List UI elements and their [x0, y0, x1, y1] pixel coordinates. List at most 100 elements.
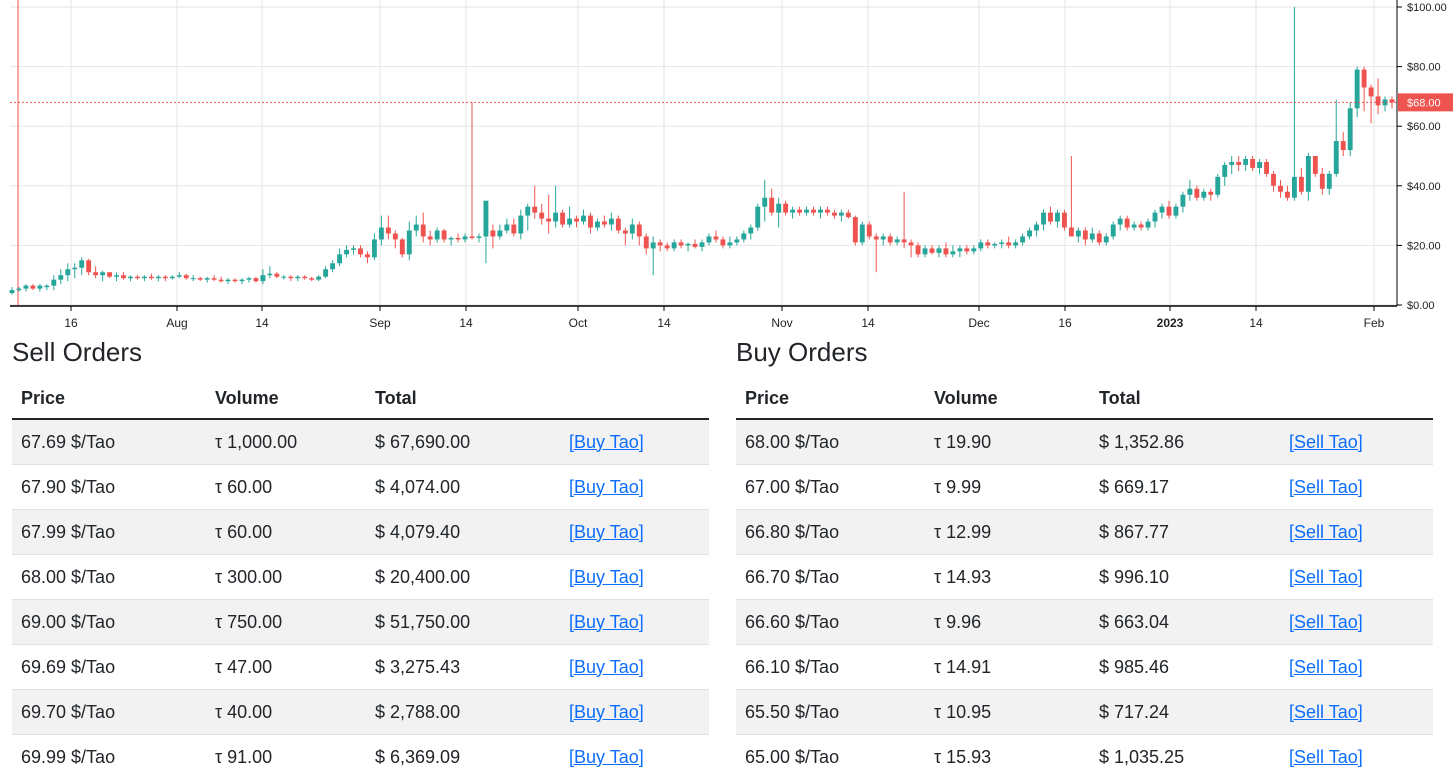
candle-body — [916, 245, 921, 254]
total-header: Total — [1090, 378, 1280, 419]
candle-body — [442, 231, 447, 240]
candle-body — [1194, 189, 1199, 198]
candle-body — [1376, 96, 1381, 105]
candle-body — [37, 286, 42, 289]
candle-body — [267, 274, 272, 275]
price-header: Price — [736, 378, 925, 419]
x-tick-label: 14 — [459, 316, 473, 330]
candle-body — [525, 207, 530, 216]
candle-body — [839, 213, 844, 216]
candle-body — [1027, 231, 1032, 237]
volume-cell: τ 9.99 — [925, 465, 1090, 510]
volume-cell: τ 750.00 — [206, 600, 366, 645]
sell-tao-link[interactable]: [Sell Tao] — [1289, 432, 1363, 452]
candle-body — [1013, 242, 1018, 245]
price-cell: 67.69 $/Tao — [12, 419, 206, 465]
price-cell: 68.00 $/Tao — [12, 555, 206, 600]
candle-body — [1327, 174, 1332, 189]
candle-body — [1006, 242, 1011, 245]
x-tick-label: 14 — [861, 316, 875, 330]
candle-body — [435, 231, 440, 240]
candle-body — [909, 242, 914, 245]
candle-body — [219, 280, 224, 281]
candle-body — [846, 213, 851, 217]
x-tick-label: 2023 — [1157, 316, 1184, 330]
candle-body — [135, 277, 140, 278]
current-price-label: $68.00 — [1407, 97, 1441, 109]
y-tick-label: $0.00 — [1407, 300, 1435, 312]
candle-body — [393, 233, 398, 239]
x-tick-label: 16 — [1058, 316, 1072, 330]
sell-tao-link[interactable]: [Sell Tao] — [1289, 702, 1363, 722]
table-header-row: Price Volume Total — [736, 378, 1433, 419]
x-tick-label: Dec — [968, 316, 989, 330]
candle-body — [1132, 225, 1137, 228]
x-tick-label: Oct — [569, 316, 588, 330]
candle-body — [1069, 228, 1074, 237]
candle-body — [895, 239, 900, 242]
candle-body — [783, 204, 788, 213]
candle-body — [727, 242, 732, 245]
buy-tao-link[interactable]: [Buy Tao] — [569, 702, 644, 722]
candle-body — [672, 242, 677, 248]
candle-body — [484, 201, 489, 237]
volume-cell: τ 60.00 — [206, 465, 366, 510]
buy-tao-link[interactable]: [Buy Tao] — [569, 477, 644, 497]
candle-body — [337, 254, 342, 263]
buy-tao-link[interactable]: [Buy Tao] — [569, 657, 644, 677]
total-cell: $ 4,074.00 — [366, 465, 560, 510]
buy-tao-link[interactable]: [Buy Tao] — [569, 522, 644, 542]
candle-body — [1264, 162, 1269, 174]
sell-tao-link[interactable]: [Sell Tao] — [1289, 477, 1363, 497]
buy-tao-link[interactable]: [Buy Tao] — [569, 432, 644, 452]
candle-body — [497, 231, 502, 237]
candle-body — [142, 277, 147, 278]
candle-body — [595, 222, 600, 228]
total-cell: $ 867.77 — [1090, 510, 1280, 555]
candle-body — [734, 239, 739, 242]
candle-body — [114, 275, 119, 276]
candle-body — [881, 236, 886, 239]
buy-tao-link[interactable]: [Buy Tao] — [569, 612, 644, 632]
candle-body — [1285, 192, 1290, 198]
candle-body — [1313, 156, 1318, 174]
candle-body — [1139, 225, 1144, 228]
candle-body — [1229, 162, 1234, 165]
candle-body — [707, 236, 712, 242]
candle-body — [1236, 162, 1241, 165]
buy-tao-link[interactable]: [Buy Tao] — [569, 567, 644, 587]
candle-body — [930, 248, 935, 252]
candle-body — [1299, 177, 1304, 192]
sell-tao-link[interactable]: [Sell Tao] — [1289, 522, 1363, 542]
candle-body — [623, 231, 628, 234]
candle-body — [693, 244, 698, 247]
candle-body — [1369, 87, 1374, 96]
candle-body — [128, 277, 133, 278]
sell-tao-link[interactable]: [Sell Tao] — [1289, 567, 1363, 587]
candle-body — [358, 248, 363, 254]
sell-tao-link[interactable]: [Sell Tao] — [1289, 657, 1363, 677]
candle-body — [658, 242, 663, 245]
candle-body — [281, 277, 286, 278]
candle-body — [44, 286, 49, 287]
price-cell: 65.00 $/Tao — [736, 735, 925, 779]
x-tick-label: Nov — [771, 316, 792, 330]
candle-body — [247, 278, 252, 279]
x-tick-label: Sep — [369, 316, 391, 330]
price-cell: 67.90 $/Tao — [12, 465, 206, 510]
candle-body — [449, 238, 454, 239]
candle-body — [309, 278, 314, 279]
price-cell: 66.70 $/Tao — [736, 555, 925, 600]
total-cell: $ 20,400.00 — [366, 555, 560, 600]
candle-body — [323, 269, 328, 276]
sell-tao-link[interactable]: [Sell Tao] — [1289, 612, 1363, 632]
